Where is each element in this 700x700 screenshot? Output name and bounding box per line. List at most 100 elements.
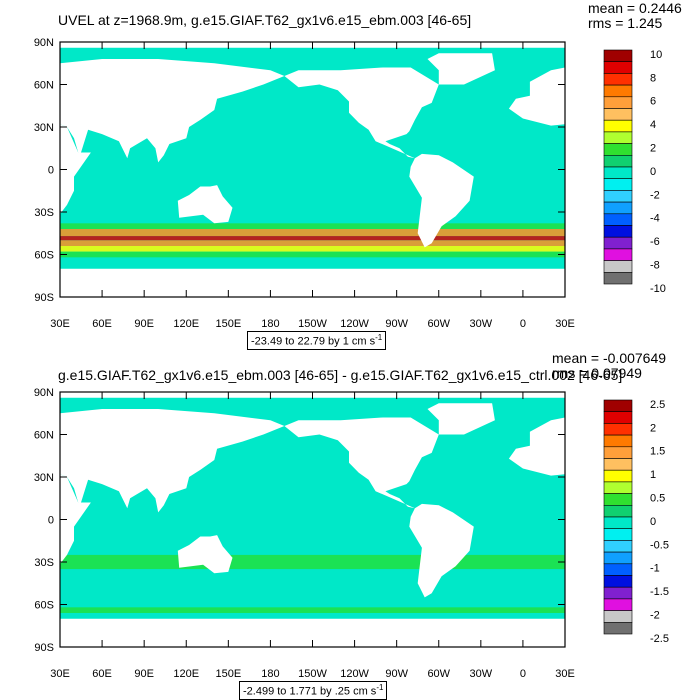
lon-label: 90E xyxy=(134,318,154,330)
lat-label: 90N xyxy=(34,37,54,49)
rms-stat-bottom: rms = 0.07949 xyxy=(552,365,642,381)
plot-title-top: UVEL at z=1968.9m, g.e15.GIAF.T62_gx1v6.… xyxy=(58,12,472,28)
colorbar-segment xyxy=(603,540,633,553)
colorbar-segment xyxy=(603,598,633,611)
mean-stat-top: mean = 0.2446 xyxy=(588,0,682,16)
colorbar-label: -2.5 xyxy=(650,633,669,645)
colorbar-segment xyxy=(603,423,633,436)
land-samerica xyxy=(409,503,474,598)
land-antarctica xyxy=(60,618,565,647)
colorbar-segment xyxy=(603,143,633,156)
ocean-band xyxy=(60,607,565,613)
land-namerica xyxy=(284,417,439,509)
lon-label: 60E xyxy=(92,668,112,680)
colorbar-segment xyxy=(603,271,633,285)
map-bottom: 90N 60N 30N 0 30S 60S 90S 30E 60E 90E 120E 150E 180 1… xyxy=(0,387,669,680)
lon-label: 180 xyxy=(261,668,279,680)
colorbar-label: -4 xyxy=(650,213,660,225)
land-europeW xyxy=(508,67,565,126)
lon-label: 90W xyxy=(385,668,408,680)
lon-label: 150E xyxy=(215,668,241,680)
lon-label: 90E xyxy=(134,668,154,680)
lon-label: 60E xyxy=(92,318,112,330)
land-greenland xyxy=(427,403,495,435)
colorbar-label: -6 xyxy=(650,236,660,248)
lat-label: 60S xyxy=(34,250,54,262)
colorbar-segment xyxy=(603,201,633,215)
colorbar-label: 0 xyxy=(650,516,656,528)
colorbar-segment xyxy=(603,563,633,576)
land-eurasia xyxy=(60,409,285,513)
colorbar-segment xyxy=(603,260,633,273)
colorbar-segment xyxy=(603,225,633,238)
ocean-band xyxy=(60,223,565,229)
colorbar-segment xyxy=(603,190,633,203)
colorbar-segment xyxy=(603,399,633,412)
colorbar-segment xyxy=(603,248,633,261)
colorbar-segment xyxy=(603,108,633,121)
colorbar-label: 1.5 xyxy=(650,446,665,458)
lon-label: 30E xyxy=(555,318,575,330)
ocean-band xyxy=(60,590,565,605)
colorbar-segment xyxy=(603,586,633,600)
land-antarctica xyxy=(60,268,565,297)
land-africa xyxy=(0,467,91,570)
colorbar-segment xyxy=(603,411,633,424)
colorbar-segment xyxy=(603,119,633,133)
colorbar-segment xyxy=(603,528,633,541)
colorbar-segment xyxy=(603,61,633,74)
colorbar-segment xyxy=(603,575,633,588)
colorbar-label: -1.5 xyxy=(650,586,669,598)
colorbar-segment xyxy=(603,131,633,144)
land-australia xyxy=(177,535,233,574)
lon-label: 0 xyxy=(520,318,526,330)
lat-label: 30N xyxy=(34,122,54,134)
contour-range-unit-exp: -1 xyxy=(375,333,383,342)
lon-label: 30W xyxy=(470,318,493,330)
land-namerica xyxy=(284,67,439,159)
colorbar-segment xyxy=(603,434,633,448)
colorbar-segment xyxy=(603,213,633,226)
lon-label: 30E xyxy=(50,668,70,680)
colorbar-label: 10 xyxy=(650,49,662,61)
colorbar-segment xyxy=(603,49,633,62)
plot-title-bottom: g.e15.GIAF.T62_gx1v6.e15_ebm.003 [46-65]… xyxy=(58,367,623,383)
colorbar-label: 0.5 xyxy=(650,492,665,504)
lat-label: 30N xyxy=(34,472,54,484)
land-europeW xyxy=(508,417,565,476)
colorbar-label: 8 xyxy=(650,72,656,84)
lat-label: 60N xyxy=(34,430,54,442)
land-africa xyxy=(0,117,91,220)
lon-label: 150W xyxy=(298,668,327,680)
lon-label: 30E xyxy=(555,668,575,680)
lon-label: 60W xyxy=(427,668,450,680)
ocean-band xyxy=(60,236,565,241)
contour-range-bottom: -2.499 to 1.771 by .25 cm s-1 xyxy=(239,681,388,700)
lon-label: 0 xyxy=(520,668,526,680)
ocean-band xyxy=(60,554,565,570)
colorbar-segment xyxy=(603,505,633,518)
lat-label: 0 xyxy=(48,515,54,527)
map-content: 90N 60N 30N 0 30S 60S 90S 30E 60E 90E 120E 150E 180 1… xyxy=(0,387,669,680)
colorbar-segment xyxy=(603,73,633,86)
ocean-band xyxy=(60,246,565,252)
colorbar-segment xyxy=(603,236,633,250)
colorbar-label: 2.5 xyxy=(650,399,665,411)
lat-label: 60S xyxy=(34,600,54,612)
colorbar-label: -0.5 xyxy=(650,539,669,551)
colorbar-segment xyxy=(603,84,633,98)
colorbar-segment xyxy=(603,166,633,179)
lon-label: 120E xyxy=(173,668,199,680)
colorbar-segment xyxy=(603,551,633,565)
lon-label: 180 xyxy=(261,318,279,330)
map-top: 90N 60N 30N 0 30S 60S 90S 30E 60E 90E 120E 150E 180 1… xyxy=(0,37,666,330)
lon-label: 150W xyxy=(298,318,327,330)
land-eurasia xyxy=(60,59,285,163)
lat-label: 30S xyxy=(34,557,54,569)
colorbar-segment xyxy=(603,155,633,168)
colorbar-label: 0 xyxy=(650,166,656,178)
map-content: 90N 60N 30N 0 30S 60S 90S 30E 60E 90E 120E 150E 180 1… xyxy=(0,37,666,330)
lat-label: 90S xyxy=(34,292,54,304)
contour-range-text: -2.499 to 1.771 by .25 cm s xyxy=(243,685,377,698)
lat-label: 0 xyxy=(48,165,54,177)
